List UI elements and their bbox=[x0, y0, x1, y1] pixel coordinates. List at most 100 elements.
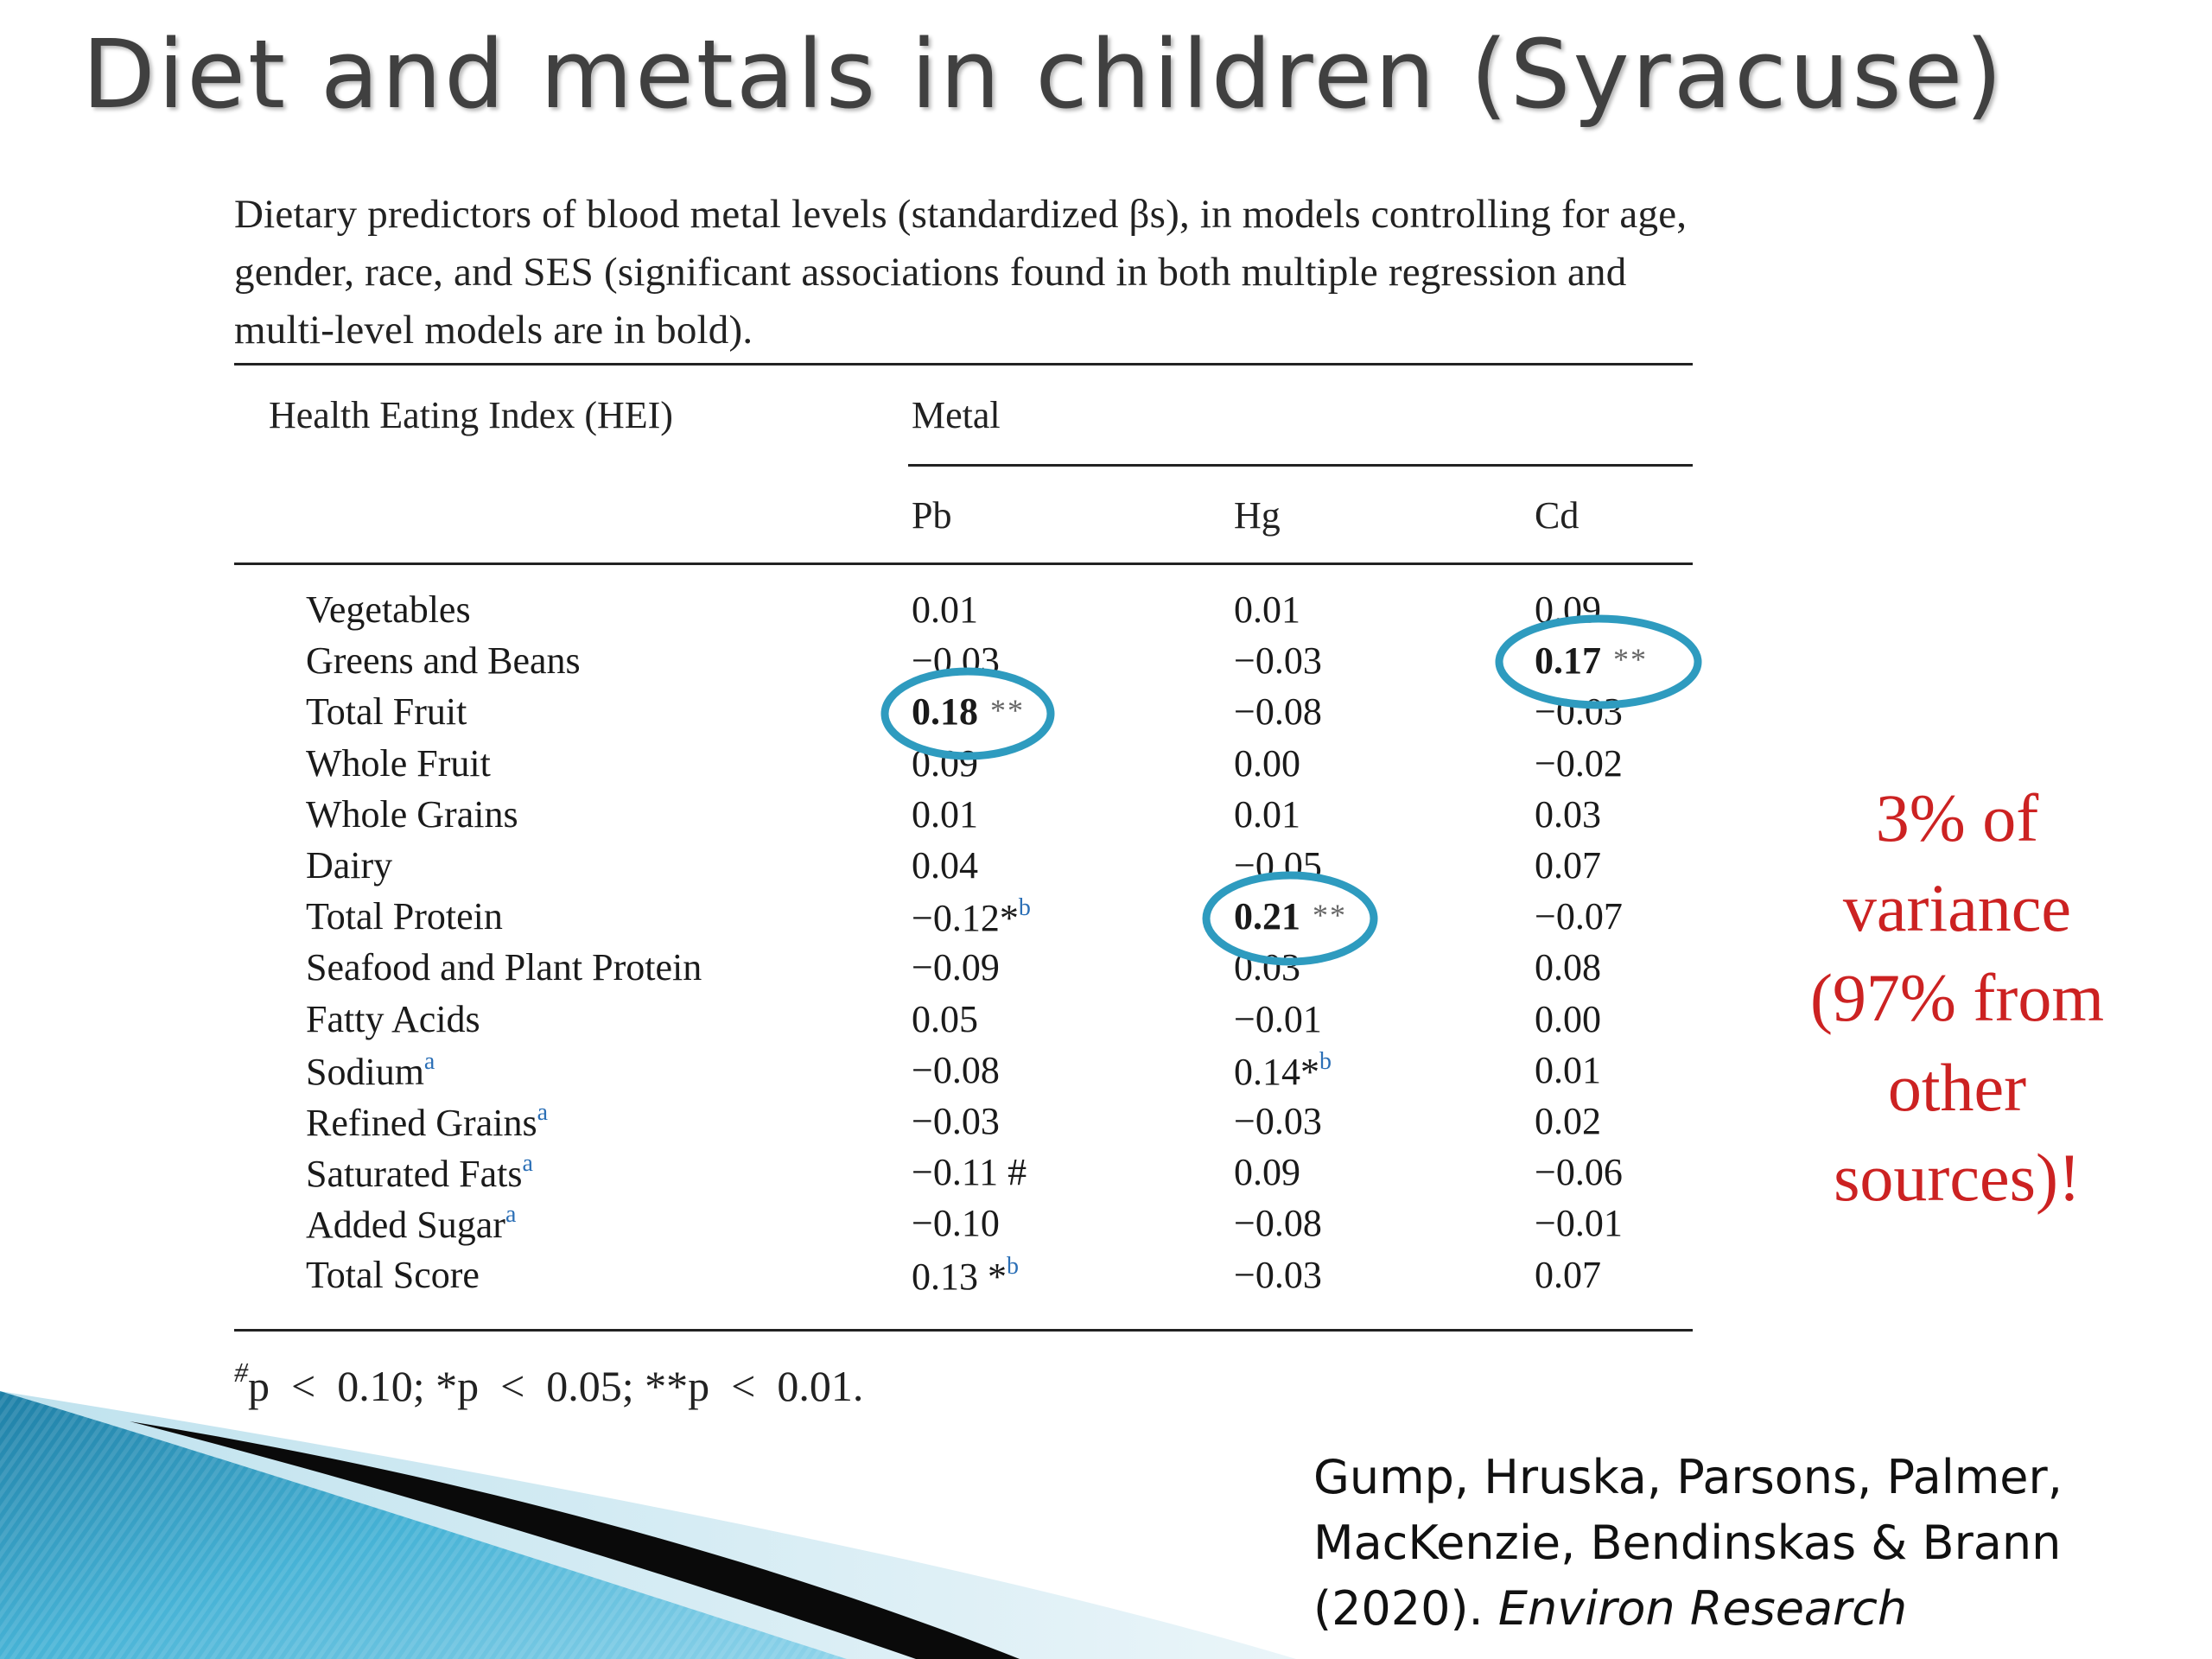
cell-cd: 0.07 bbox=[1535, 1253, 1601, 1297]
table-row: Saturated Fatsa −0.11 # 0.09 −0.06 bbox=[0, 1150, 2212, 1202]
table-row: Seafood and Plant Protein −0.09 0.03 0.08 bbox=[0, 945, 2212, 997]
cell-pb: 0.05 bbox=[912, 997, 978, 1041]
cell-cd: 0.02 bbox=[1535, 1099, 1601, 1143]
cell-hg-value: −0.03 bbox=[1234, 1254, 1322, 1296]
cell-hg: −0.08 bbox=[1234, 690, 1322, 734]
row-label: Vegetables bbox=[306, 588, 471, 632]
cell-cd: −0.06 bbox=[1535, 1150, 1623, 1194]
cell-pb: 0.09 bbox=[912, 741, 978, 785]
cell-cd-significance: ** bbox=[1613, 642, 1648, 677]
header-cd: Cd bbox=[1535, 494, 1580, 537]
cell-pb: −0.10 bbox=[912, 1201, 1000, 1245]
cell-cd: 0.01 bbox=[1535, 1048, 1601, 1092]
cell-hg-value: 0.01 bbox=[1234, 588, 1300, 631]
cell-cd: 0.09 bbox=[1535, 588, 1601, 632]
row-label-value: Sodium bbox=[306, 1051, 424, 1093]
variance-note-line: 3% of bbox=[1875, 780, 2039, 855]
cell-pb-value: −0.09 bbox=[912, 946, 1000, 988]
cell-pb: −0.03 bbox=[912, 639, 1000, 683]
cell-hg-value: 0.21 bbox=[1234, 895, 1300, 938]
footnote-marker: # bbox=[234, 1357, 248, 1388]
table-row: Vegetables 0.01 0.01 0.09 bbox=[0, 588, 2212, 639]
cell-pb-value: 0.13 * bbox=[912, 1255, 1007, 1298]
table-row: Greens and Beans −0.03 −0.03 0.17 ** bbox=[0, 639, 2212, 690]
row-label-value: Refined Grains bbox=[306, 1102, 537, 1144]
cell-hg-value: −0.01 bbox=[1234, 998, 1322, 1040]
metal-group-rule bbox=[908, 464, 1693, 467]
table-bottom-rule bbox=[234, 1329, 1693, 1332]
row-label-value: Whole Fruit bbox=[306, 742, 491, 785]
variance-note-line: variance bbox=[1842, 870, 2072, 945]
cell-pb-value: 0.18 bbox=[912, 690, 978, 733]
cell-hg: 0.14*b bbox=[1234, 1048, 1332, 1094]
cell-hg-value: 0.03 bbox=[1234, 946, 1300, 988]
cell-hg: −0.03 bbox=[1234, 639, 1322, 683]
cell-cd: 0.00 bbox=[1535, 997, 1601, 1041]
cell-hg-value: −0.08 bbox=[1234, 1202, 1322, 1244]
cell-hg: 0.01 bbox=[1234, 792, 1300, 836]
cell-pb: −0.11 # bbox=[912, 1150, 1027, 1194]
header-metal: Metal bbox=[912, 394, 1001, 436]
cell-hg: −0.03 bbox=[1234, 1099, 1322, 1143]
cell-pb-value: −0.08 bbox=[912, 1049, 1000, 1091]
cell-cd: −0.03 bbox=[1535, 690, 1623, 734]
table-row: Sodiuma −0.08 0.14*b 0.01 bbox=[0, 1048, 2212, 1100]
footnote-text: p < 0.10; *p < 0.05; **p < 0.01. bbox=[248, 1362, 864, 1410]
row-label: Refined Grainsa bbox=[306, 1099, 548, 1145]
cell-cd: −0.01 bbox=[1535, 1201, 1623, 1245]
cell-hg: 0.00 bbox=[1234, 741, 1300, 785]
row-label-value: Seafood and Plant Protein bbox=[306, 946, 702, 988]
row-label: Seafood and Plant Protein bbox=[306, 945, 702, 989]
cell-cd-value: 0.08 bbox=[1535, 946, 1601, 988]
cell-hg-significance: ** bbox=[1313, 898, 1347, 932]
cell-cd-value: 0.01 bbox=[1535, 1049, 1601, 1091]
cell-hg-value: 0.00 bbox=[1234, 742, 1300, 785]
cell-pb-value: 0.05 bbox=[912, 998, 978, 1040]
cell-pb-significance: ** bbox=[990, 693, 1025, 728]
row-label: Greens and Beans bbox=[306, 639, 581, 683]
cell-pb-value: −0.12* bbox=[912, 897, 1019, 939]
cell-hg: −0.03 bbox=[1234, 1253, 1322, 1297]
cell-cd: 0.07 bbox=[1535, 843, 1601, 887]
cell-hg-value: −0.05 bbox=[1234, 844, 1322, 887]
row-label: Dairy bbox=[306, 843, 392, 887]
black-swoosh bbox=[130, 1421, 1020, 1659]
row-label-value: Added Sugar bbox=[306, 1204, 505, 1246]
row-label: Sodiuma bbox=[306, 1048, 435, 1094]
citation-line: Gump, Hruska, Parsons, Palmer, bbox=[1313, 1450, 2063, 1504]
row-label-value: Vegetables bbox=[306, 588, 471, 631]
cell-hg: −0.05 bbox=[1234, 843, 1322, 887]
row-label: Total Score bbox=[306, 1253, 480, 1297]
cell-cd-value: 0.07 bbox=[1535, 1254, 1601, 1296]
cell-cd-value: −0.06 bbox=[1535, 1151, 1623, 1193]
citation: Gump, Hruska, Parsons, Palmer, MacKenzie… bbox=[1313, 1445, 2177, 1642]
cell-pb-value: 0.01 bbox=[912, 793, 978, 836]
cell-hg-value: −0.08 bbox=[1234, 690, 1322, 733]
table-row: Whole Grains 0.01 0.01 0.03 bbox=[0, 792, 2212, 844]
cell-hg: 0.21 ** bbox=[1234, 894, 1347, 938]
row-label-footnote-ref: a bbox=[505, 1201, 517, 1228]
row-label-value: Total Score bbox=[306, 1254, 480, 1296]
cell-pb: 0.01 bbox=[912, 792, 978, 836]
cell-cd-value: −0.02 bbox=[1535, 742, 1623, 785]
cell-pb: −0.09 bbox=[912, 945, 1000, 989]
row-label: Total Fruit bbox=[306, 690, 467, 734]
table-row: Fatty Acids 0.05 −0.01 0.00 bbox=[0, 997, 2212, 1049]
table-row: Refined Grainsa −0.03 −0.03 0.02 bbox=[0, 1099, 2212, 1151]
blue-swoosh bbox=[0, 1391, 847, 1659]
cell-cd: 0.03 bbox=[1535, 792, 1601, 836]
cell-pb: 0.13 *b bbox=[912, 1253, 1019, 1299]
row-label: Added Sugara bbox=[306, 1201, 516, 1247]
row-label-value: Fatty Acids bbox=[306, 998, 480, 1040]
variance-note-line: sources)! bbox=[1834, 1140, 2081, 1215]
cell-hg: 0.01 bbox=[1234, 588, 1300, 632]
citation-line: MacKenzie, Bendinskas & Brann bbox=[1313, 1516, 2062, 1570]
cell-pb: −0.03 bbox=[912, 1099, 1000, 1143]
table-row: Total Fruit 0.18 ** −0.08 −0.03 bbox=[0, 690, 2212, 741]
row-label: Whole Grains bbox=[306, 792, 518, 836]
table-top-rule bbox=[234, 363, 1693, 365]
row-label: Total Protein bbox=[306, 894, 503, 938]
table-caption: Dietary predictors of blood metal levels… bbox=[234, 192, 1688, 353]
cell-cd-value: −0.01 bbox=[1535, 1202, 1623, 1244]
